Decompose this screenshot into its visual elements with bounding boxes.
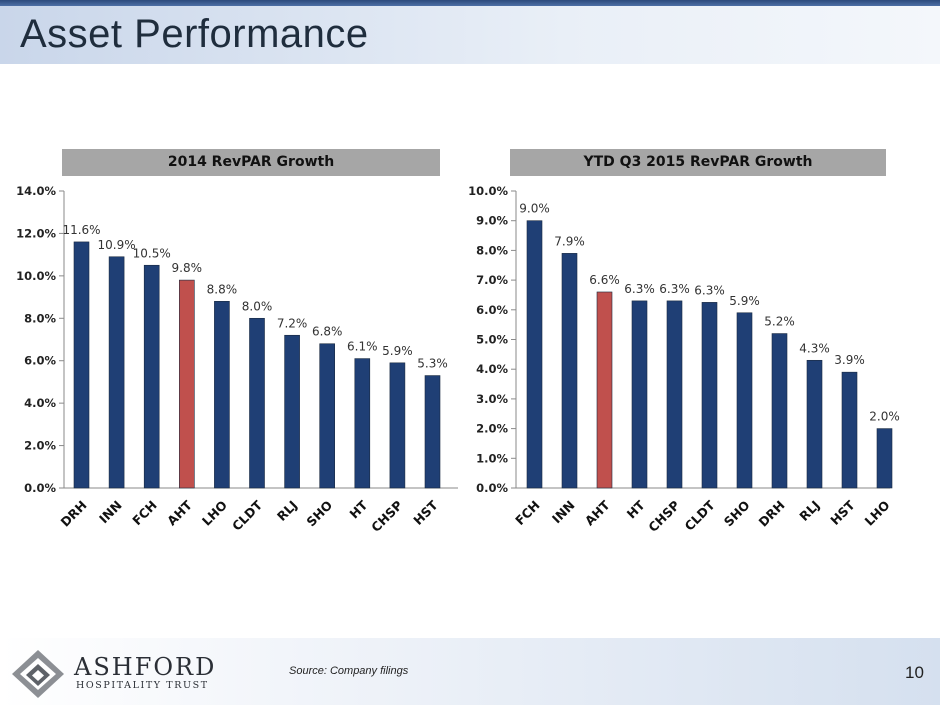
- category-label-chsp: CHSP: [645, 498, 682, 535]
- data-label-inn: 7.9%: [554, 234, 585, 248]
- data-label-sho: 5.9%: [729, 294, 760, 308]
- data-label-ht: 6.1%: [347, 340, 378, 354]
- footer-band: [0, 638, 940, 705]
- bar-chsp: [666, 300, 683, 489]
- category-label-drh: DRH: [57, 498, 89, 530]
- bar-sho: [319, 343, 336, 489]
- chart-2-title: YTD Q3 2015 RevPAR Growth: [510, 149, 886, 176]
- ashford-logo-icon: [12, 650, 64, 698]
- category-label-hst: HST: [827, 497, 858, 528]
- data-label-drh: 11.6%: [62, 223, 100, 237]
- data-label-lho: 8.8%: [207, 282, 238, 296]
- bar-drh: [73, 241, 90, 489]
- bar-sho: [736, 312, 753, 489]
- category-label-ht: HT: [346, 497, 370, 521]
- data-label-rlj: 4.3%: [799, 341, 830, 355]
- y-tick-label: 9.0%: [476, 214, 508, 228]
- category-label-chsp: CHSP: [368, 498, 405, 535]
- y-tick-label: 4.0%: [476, 362, 508, 376]
- y-tick-label: 10.0%: [468, 184, 508, 198]
- chart-1-title: 2014 RevPAR Growth: [62, 149, 440, 176]
- y-tick-label: 2.0%: [24, 439, 56, 453]
- logo-subtitle: HOSPITALITY TRUST: [76, 680, 209, 691]
- data-label-sho: 6.8%: [312, 325, 343, 339]
- category-label-rlj: RLJ: [274, 498, 300, 524]
- y-tick-label: 0.0%: [24, 481, 56, 495]
- data-label-cldt: 8.0%: [242, 299, 273, 313]
- bar-cldt: [249, 317, 265, 489]
- bar-ht: [354, 358, 371, 489]
- y-tick-label: 5.0%: [476, 333, 508, 347]
- y-tick-label: 6.0%: [476, 303, 508, 317]
- revpar-2015-chart: 0.0% 1.0% 2.0% 3.0% 4.0% 5.0% 6.0% 7.0% 8.0% 9.0%…: [468, 184, 900, 535]
- data-label-hst: 5.3%: [417, 357, 448, 371]
- title-band: [0, 6, 940, 64]
- y-tick-label: 1.0%: [476, 451, 508, 465]
- category-label-sho: SHO: [303, 498, 335, 530]
- bar-fch: [143, 264, 160, 489]
- y-tick-label: 4.0%: [24, 396, 56, 410]
- source-note: Source: Company filings: [289, 665, 409, 677]
- y-tick-label: 14.0%: [16, 184, 56, 198]
- bar-rlj: [806, 359, 823, 489]
- category-label-aht: AHT: [164, 497, 195, 528]
- category-label-fch: FCH: [129, 498, 160, 529]
- y-tick-label: 12.0%: [16, 226, 56, 240]
- bar-aht: [179, 279, 195, 489]
- bar-fch: [526, 220, 543, 489]
- bar-lho: [214, 301, 230, 489]
- category-label-fch: FCH: [512, 498, 543, 529]
- category-label-cldt: CLDT: [682, 497, 718, 533]
- bar-inn: [108, 256, 125, 489]
- revpar-2014-chart: 0.0% 2.0% 4.0% 6.0% 8.0% 10.0% 12.0% 14.0% 11.6%…: [16, 184, 458, 535]
- y-tick-label: 7.0%: [476, 273, 508, 287]
- bar-chsp: [389, 362, 406, 489]
- bar-inn: [561, 253, 578, 489]
- logo-name: ASHFORD: [74, 653, 217, 681]
- category-label-inn: INN: [96, 498, 125, 527]
- page-title: Asset Performance: [20, 12, 369, 56]
- bar-hst: [424, 375, 441, 489]
- y-tick-label: 8.0%: [476, 243, 508, 257]
- data-label-inn: 10.9%: [98, 238, 136, 252]
- bar-drh: [771, 333, 788, 489]
- data-label-lho: 2.0%: [869, 410, 900, 424]
- page-number: 10: [905, 663, 924, 682]
- y-tick-label: 6.0%: [24, 354, 56, 368]
- top-stripe: [0, 0, 940, 6]
- data-label-chsp: 6.3%: [659, 282, 690, 296]
- data-label-fch: 9.0%: [519, 202, 550, 216]
- bar-hst: [841, 371, 858, 489]
- category-label-sho: SHO: [721, 498, 753, 530]
- category-label-lho: LHO: [199, 498, 230, 529]
- bar-rlj: [284, 334, 300, 489]
- category-label-hst: HST: [410, 497, 441, 528]
- bar-aht: [596, 291, 613, 489]
- y-tick-label: 2.0%: [476, 422, 508, 436]
- data-label-hst: 3.9%: [834, 353, 865, 367]
- y-tick-label: 0.0%: [476, 481, 508, 495]
- category-label-lho: LHO: [861, 498, 892, 529]
- data-label-fch: 10.5%: [133, 246, 171, 260]
- category-label-inn: INN: [549, 498, 578, 527]
- bar-cldt: [701, 302, 718, 489]
- data-label-rlj: 7.2%: [277, 316, 308, 330]
- y-tick-label: 8.0%: [24, 311, 56, 325]
- y-tick-label: 3.0%: [476, 392, 508, 406]
- category-label-ht: HT: [624, 497, 648, 521]
- category-label-cldt: CLDT: [229, 497, 265, 533]
- data-label-ht: 6.3%: [624, 282, 655, 296]
- data-label-drh: 5.2%: [764, 315, 795, 329]
- bar-lho: [876, 428, 893, 489]
- data-label-aht: 9.8%: [172, 261, 203, 275]
- data-label-cldt: 6.3%: [694, 283, 725, 297]
- category-label-aht: AHT: [582, 497, 613, 528]
- data-label-chsp: 5.9%: [382, 344, 413, 358]
- bar-ht: [631, 300, 648, 489]
- category-label-drh: DRH: [755, 498, 787, 530]
- data-label-aht: 6.6%: [589, 273, 620, 287]
- y-tick-label: 10.0%: [16, 269, 56, 283]
- category-label-rlj: RLJ: [796, 498, 822, 524]
